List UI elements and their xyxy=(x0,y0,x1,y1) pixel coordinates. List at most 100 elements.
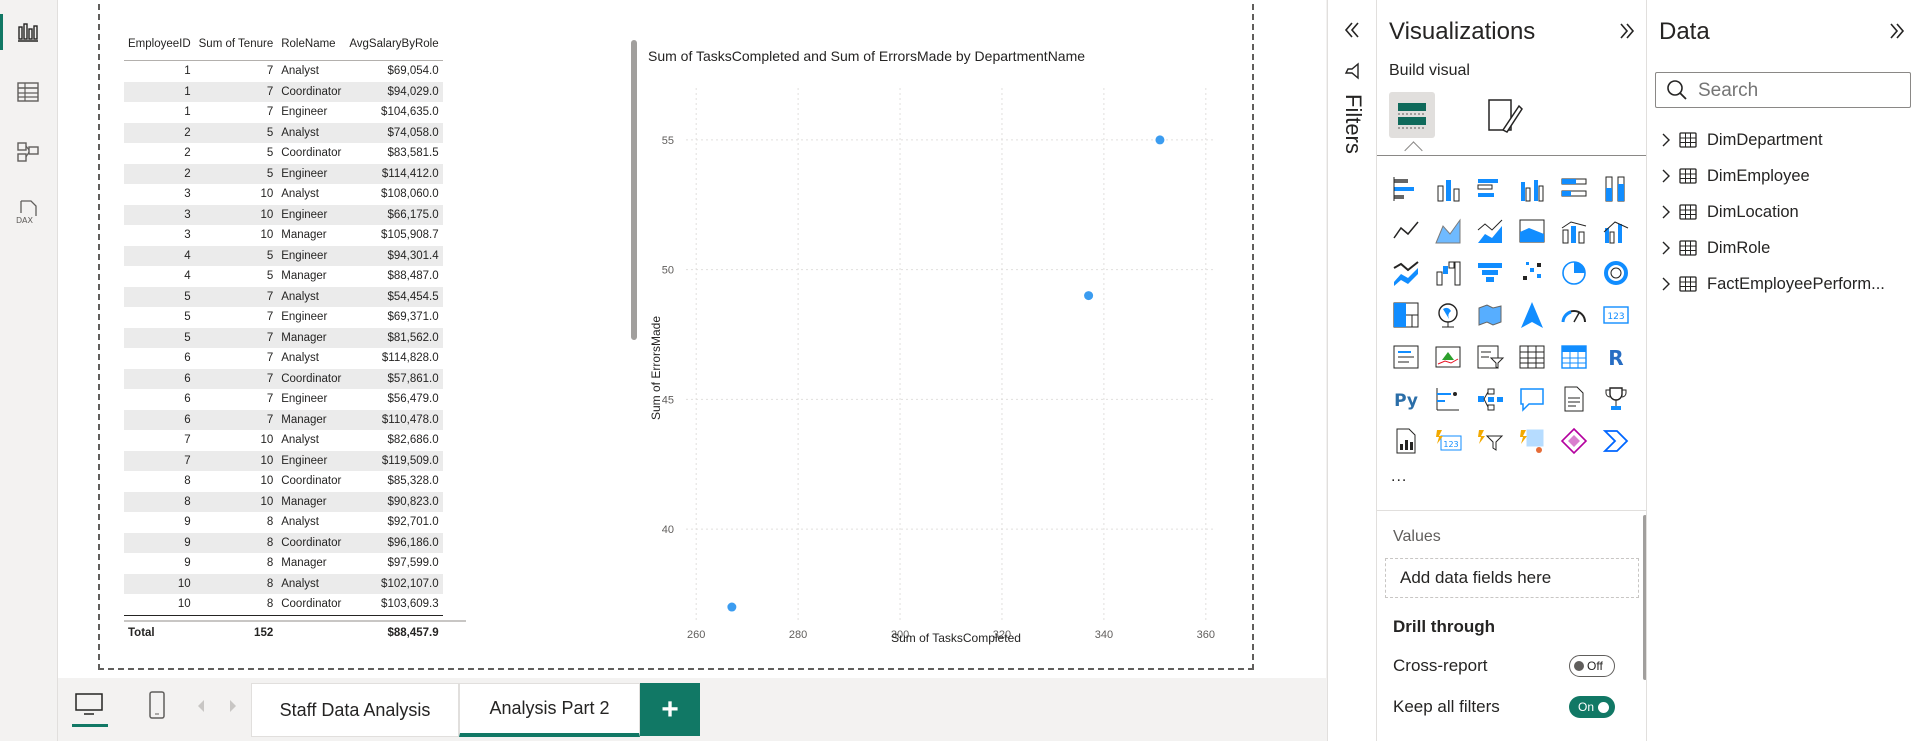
slicer-icon[interactable] xyxy=(1475,342,1505,372)
funnel-chart-icon[interactable] xyxy=(1475,258,1505,288)
line-chart-icon[interactable] xyxy=(1391,216,1421,246)
table-row[interactable]: 8 10 Manager $90,823.0 xyxy=(124,491,443,512)
table-row[interactable]: 1 7 Engineer $104,635.0 xyxy=(124,102,443,123)
r-script-visual-icon[interactable]: R xyxy=(1601,342,1631,372)
power-automate-card-icon[interactable]: 123 xyxy=(1433,426,1463,456)
table-horizontal-scrollbar[interactable] xyxy=(124,620,466,622)
pie-chart-icon[interactable] xyxy=(1559,258,1589,288)
table-row[interactable]: 1 7 Analyst $69,054.0 xyxy=(124,61,443,82)
filters-label-container[interactable]: Filters xyxy=(1338,94,1368,174)
area-chart-icon[interactable] xyxy=(1433,216,1463,246)
waterfall-chart-icon[interactable] xyxy=(1433,258,1463,288)
employee-table[interactable]: EmployeeID Sum of Tenure RoleName AvgSal… xyxy=(124,38,443,644)
stacked-bar-chart-icon[interactable] xyxy=(1391,174,1421,204)
table-row[interactable]: 3 10 Manager $105,908.7 xyxy=(124,225,443,246)
header-rolename[interactable]: RoleName xyxy=(277,38,346,61)
kpi-icon[interactable] xyxy=(1433,342,1463,372)
azure-map-icon[interactable] xyxy=(1517,300,1547,330)
desktop-layout-icon[interactable] xyxy=(74,692,104,723)
table-view-icon[interactable] xyxy=(14,78,42,106)
tab-analysis-part-2[interactable]: Analysis Part 2 xyxy=(459,683,640,737)
ribbon-chart-icon[interactable] xyxy=(1391,258,1421,288)
cross-report-toggle[interactable]: Off xyxy=(1569,655,1615,677)
header-avgsalarybyrole[interactable]: AvgSalaryByRole xyxy=(345,38,443,61)
trophy-goals-icon[interactable] xyxy=(1601,384,1631,414)
format-visual-tab-icon[interactable] xyxy=(1485,96,1525,141)
expand-chevron-icon[interactable] xyxy=(1661,205,1671,219)
scatter-point[interactable] xyxy=(1155,135,1165,145)
expand-filters-chevron-icon[interactable] xyxy=(1342,20,1362,45)
data-table-item[interactable]: DimRole xyxy=(1661,234,1770,262)
filters-pane[interactable]: Filters xyxy=(1327,0,1377,741)
dax-query-view-icon[interactable]: DAX xyxy=(14,198,42,226)
add-page-button[interactable]: + xyxy=(640,683,700,736)
data-search-box[interactable] xyxy=(1655,72,1911,108)
power-apps-visual-icon[interactable] xyxy=(1517,426,1547,456)
clustered-column-chart-icon[interactable] xyxy=(1517,174,1547,204)
expand-chevron-icon[interactable] xyxy=(1661,133,1671,147)
table-row[interactable]: 2 5 Analyst $74,058.0 xyxy=(124,122,443,143)
table-row[interactable]: 1 7 Coordinator $94,029.0 xyxy=(124,81,443,102)
stacked-column-chart-icon[interactable] xyxy=(1433,174,1463,204)
collapse-data-chevron-icon[interactable] xyxy=(1887,21,1907,46)
tab-staff-data-analysis[interactable]: Staff Data Analysis xyxy=(251,683,459,737)
scatter-chart[interactable]: Sum of TasksCompleted and Sum of ErrorsM… xyxy=(640,38,1240,658)
scatter-point[interactable] xyxy=(727,602,737,612)
key-influencers-icon[interactable] xyxy=(1433,384,1463,414)
data-table-item[interactable]: FactEmployeePerform... xyxy=(1661,270,1885,298)
power-apps-diamond-icon[interactable] xyxy=(1559,426,1589,456)
table-row[interactable]: 6 7 Coordinator $57,861.0 xyxy=(124,368,443,389)
build-visual-tab-icon[interactable] xyxy=(1389,92,1435,138)
table-row[interactable]: 6 7 Analyst $114,828.0 xyxy=(124,348,443,369)
table-row[interactable]: 10 8 Analyst $102,107.0 xyxy=(124,573,443,594)
scroll-tabs-right-icon[interactable] xyxy=(228,699,238,718)
python-visual-icon[interactable]: Py xyxy=(1391,384,1421,414)
line-and-clustered-column-chart-icon[interactable] xyxy=(1601,216,1631,246)
table-row[interactable]: 9 8 Analyst $92,701.0 xyxy=(124,512,443,533)
scatter-point[interactable] xyxy=(1084,291,1094,301)
paginated-report-icon[interactable] xyxy=(1391,426,1421,456)
table-row[interactable]: 10 8 Coordinator $103,609.3 xyxy=(124,594,443,615)
expand-chevron-icon[interactable] xyxy=(1661,277,1671,291)
keep-all-filters-toggle[interactable]: On xyxy=(1569,696,1615,718)
table-row[interactable]: 7 10 Analyst $82,686.0 xyxy=(124,430,443,451)
table-row[interactable]: 3 10 Analyst $108,060.0 xyxy=(124,184,443,205)
header-employeeid[interactable]: EmployeeID xyxy=(124,38,195,61)
table-row[interactable]: 3 10 Engineer $66,175.0 xyxy=(124,204,443,225)
donut-chart-icon[interactable] xyxy=(1601,258,1631,288)
table-row[interactable]: 9 8 Coordinator $96,186.0 xyxy=(124,532,443,553)
power-automate-slicer-icon[interactable] xyxy=(1475,426,1505,456)
qa-speech-bubble-icon[interactable] xyxy=(1517,384,1547,414)
multi-row-card-icon[interactable] xyxy=(1391,342,1421,372)
scatter-visual[interactable]: Sum of TasksCompleted and Sum of ErrorsM… xyxy=(640,38,1240,658)
power-automate-chevron-icon[interactable] xyxy=(1601,426,1631,456)
card-icon[interactable]: 123 xyxy=(1601,300,1631,330)
filled-map-icon[interactable] xyxy=(1475,300,1505,330)
viz-pane-scrollbar[interactable] xyxy=(1643,515,1647,680)
treemap-icon[interactable] xyxy=(1391,300,1421,330)
line-and-stacked-column-chart-icon[interactable] xyxy=(1559,216,1589,246)
filters-label[interactable]: Filters xyxy=(1341,94,1366,154)
scroll-tabs-left-icon[interactable] xyxy=(196,699,206,718)
table-row[interactable]: 7 10 Engineer $119,509.0 xyxy=(124,450,443,471)
table-visual[interactable]: EmployeeID Sum of Tenure RoleName AvgSal… xyxy=(124,38,466,644)
scatter-scrollbar[interactable] xyxy=(631,40,637,340)
table-row[interactable]: 4 5 Engineer $94,301.4 xyxy=(124,245,443,266)
map-globe-icon[interactable] xyxy=(1433,300,1463,330)
matrix-icon[interactable] xyxy=(1559,342,1589,372)
collapse-visualizations-chevron-icon[interactable] xyxy=(1617,21,1637,46)
table-row[interactable]: 9 8 Manager $97,599.0 xyxy=(124,553,443,574)
table-row[interactable]: 4 5 Manager $88,487.0 xyxy=(124,266,443,287)
100-stacked-column-chart-icon[interactable] xyxy=(1601,174,1631,204)
smart-narrative-icon[interactable] xyxy=(1559,384,1589,414)
mobile-layout-icon[interactable] xyxy=(146,690,168,725)
clustered-bar-chart-icon[interactable] xyxy=(1475,174,1505,204)
table-visual-icon[interactable] xyxy=(1517,342,1547,372)
100-stacked-bar-chart-icon[interactable] xyxy=(1559,174,1589,204)
report-view-icon[interactable] xyxy=(14,18,42,46)
decomposition-tree-icon[interactable] xyxy=(1475,384,1505,414)
table-row[interactable]: 6 7 Engineer $56,479.0 xyxy=(124,389,443,410)
stacked-area-chart-icon[interactable] xyxy=(1475,216,1505,246)
search-input[interactable] xyxy=(1696,77,1900,105)
expand-chevron-icon[interactable] xyxy=(1661,241,1671,255)
